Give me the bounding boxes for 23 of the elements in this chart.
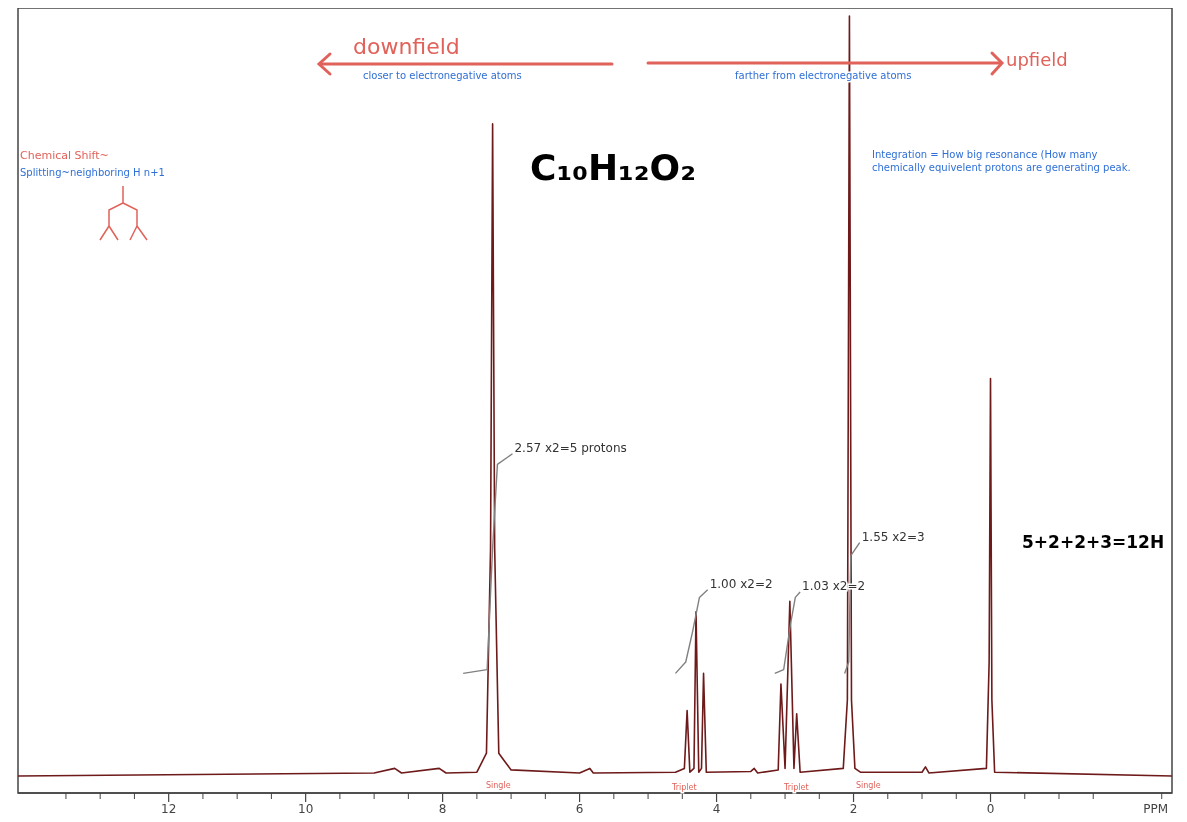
annotation: 2.57 x2=5 protons bbox=[514, 440, 627, 455]
text: Triplet bbox=[783, 783, 809, 792]
annotation: C₁₀H₁₂O₂ bbox=[530, 147, 696, 188]
annotation: 5+2+2+3=12H bbox=[1022, 532, 1165, 552]
text: Single bbox=[856, 781, 881, 790]
annotation: Splitting~neighboring H n+1 bbox=[20, 167, 165, 178]
annotation: Chemical Shift~ bbox=[20, 149, 109, 162]
annotation: upfield bbox=[1006, 49, 1068, 70]
text: Single bbox=[486, 781, 511, 790]
annotation: closer to electronegative atoms bbox=[363, 70, 522, 81]
x-tick-label: 0 bbox=[986, 802, 995, 816]
x-tick-label: 12 bbox=[161, 802, 177, 816]
annotation: downfield bbox=[353, 34, 460, 59]
annotation: 1.00 x2=2 bbox=[709, 576, 773, 591]
x-tick-label: 4 bbox=[712, 802, 721, 816]
annotation: Integration = How big resonance (How many chemically equivelent protons are generating peak. bbox=[872, 149, 1131, 173]
x-tick-label: 10 bbox=[298, 802, 314, 816]
x-tick-label: 6 bbox=[575, 802, 584, 816]
x-tick-label: 2 bbox=[849, 802, 858, 816]
x-axis-title: PPM bbox=[1143, 802, 1168, 816]
text: Triplet bbox=[671, 783, 697, 792]
x-tick-label: 8 bbox=[438, 802, 447, 816]
annotation: 1.55 x2=3 bbox=[861, 529, 925, 544]
